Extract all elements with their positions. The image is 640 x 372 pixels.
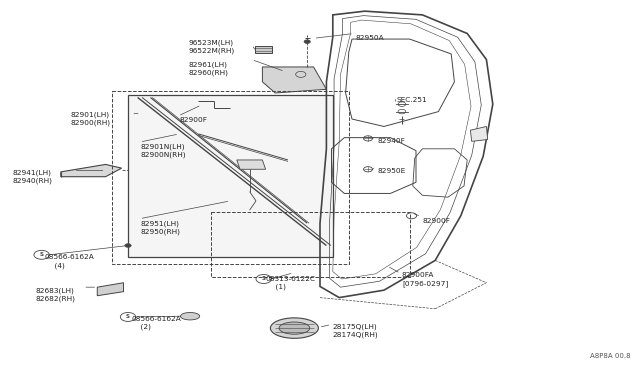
Polygon shape xyxy=(237,160,266,169)
Ellipse shape xyxy=(180,312,200,320)
Text: 08566-6162A
    (4): 08566-6162A (4) xyxy=(45,254,95,269)
Text: S: S xyxy=(40,252,44,257)
Text: S: S xyxy=(126,314,130,320)
Text: 82683(LH)
82682(RH): 82683(LH) 82682(RH) xyxy=(35,287,76,302)
Text: 28175Q(LH)
28174Q(RH): 28175Q(LH) 28174Q(RH) xyxy=(333,324,378,339)
Text: 82901N(LH)
82900N(RH): 82901N(LH) 82900N(RH) xyxy=(141,144,186,158)
Text: 82900F: 82900F xyxy=(179,117,207,123)
Text: 08566-6162A
    (2): 08566-6162A (2) xyxy=(131,316,181,330)
Text: 96523M(LH)
96522M(RH): 96523M(LH) 96522M(RH) xyxy=(189,39,235,54)
Text: 82961(LH)
82960(RH): 82961(LH) 82960(RH) xyxy=(189,61,229,76)
Polygon shape xyxy=(97,283,124,296)
Text: A8P8A 00.8: A8P8A 00.8 xyxy=(590,353,630,359)
Polygon shape xyxy=(262,67,326,93)
Polygon shape xyxy=(470,126,488,141)
Text: 82900F: 82900F xyxy=(422,218,451,224)
Circle shape xyxy=(304,40,310,44)
Polygon shape xyxy=(255,46,272,53)
Text: 82951(LH)
82950(RH): 82951(LH) 82950(RH) xyxy=(141,220,181,235)
Text: 08313-6122C
    (1): 08313-6122C (1) xyxy=(266,276,316,290)
Polygon shape xyxy=(128,95,333,257)
Text: 82941(LH)
82940(RH): 82941(LH) 82940(RH) xyxy=(13,169,52,184)
Polygon shape xyxy=(61,164,122,177)
Text: 82900FA
[0796-0297]: 82900FA [0796-0297] xyxy=(402,272,448,287)
Text: 82950A: 82950A xyxy=(355,35,384,41)
Text: S: S xyxy=(262,276,266,282)
Ellipse shape xyxy=(279,322,310,334)
Circle shape xyxy=(125,244,131,247)
Text: 82940F: 82940F xyxy=(378,138,406,144)
Text: SEC.251: SEC.251 xyxy=(397,97,428,103)
Ellipse shape xyxy=(271,318,319,339)
Text: 82950E: 82950E xyxy=(378,168,406,174)
Text: 82901(LH)
82900(RH): 82901(LH) 82900(RH) xyxy=(70,112,111,126)
